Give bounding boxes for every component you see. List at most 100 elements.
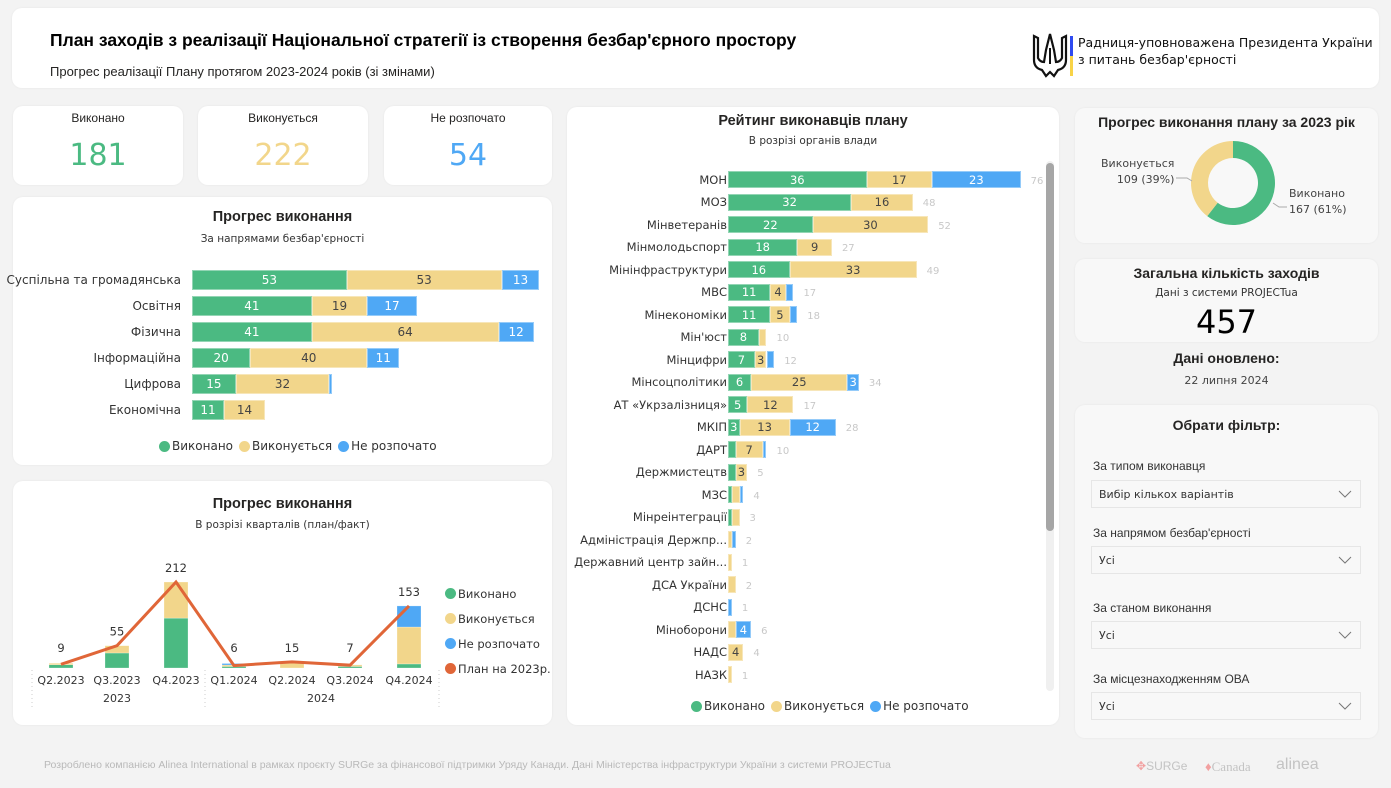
segment-done[interactable] bbox=[728, 486, 732, 503]
segment-in-progress[interactable] bbox=[728, 666, 732, 683]
location-select[interactable]: Усі bbox=[1091, 692, 1361, 720]
segment-in-progress[interactable]: 5 bbox=[770, 306, 790, 323]
segment-not-started[interactable]: 17 bbox=[367, 296, 417, 316]
legend-label: Виконується bbox=[252, 439, 333, 453]
segment-in-progress[interactable]: 25 bbox=[751, 373, 848, 391]
status-select[interactable]: Усі bbox=[1091, 621, 1361, 649]
segment-in-progress[interactable] bbox=[163, 581, 189, 619]
segment-done[interactable]: 36 bbox=[728, 171, 867, 188]
filter-panel: Обрати фільтр: За типом виконавця Вибір … bbox=[1075, 405, 1378, 738]
slice-value: 109 (39%) bbox=[1116, 173, 1175, 186]
x-group-label: 2024 bbox=[307, 692, 335, 705]
legend-item-not-started[interactable]: Не розпочато bbox=[445, 631, 551, 656]
legend-item-plan[interactable]: План на 2023р. bbox=[445, 656, 551, 681]
segment-done[interactable]: 22 bbox=[728, 216, 813, 233]
segment-done[interactable]: 15 bbox=[192, 374, 236, 394]
segment-done[interactable]: 11 bbox=[192, 400, 225, 420]
flag-blue-stripe bbox=[1070, 36, 1073, 56]
legend-item-done[interactable]: Виконано bbox=[159, 439, 233, 453]
segment-done[interactable] bbox=[104, 652, 130, 669]
segment-in-progress[interactable] bbox=[731, 508, 740, 526]
segment-in-progress[interactable]: 12 bbox=[747, 396, 794, 413]
segment-not-started[interactable]: 12 bbox=[498, 322, 534, 342]
legend-dot bbox=[159, 440, 170, 452]
segment-done[interactable]: 11 bbox=[728, 306, 771, 323]
segment-in-progress[interactable]: 19 bbox=[311, 296, 368, 316]
segment-in-progress[interactable]: 64 bbox=[311, 322, 499, 342]
segment-not-started[interactable]: 4 bbox=[735, 621, 752, 638]
direction-select[interactable]: Усі bbox=[1091, 546, 1361, 574]
segment-not-started[interactable] bbox=[329, 374, 333, 394]
segment-in-progress[interactable] bbox=[758, 328, 767, 346]
segment-not-started[interactable]: 3 bbox=[847, 373, 859, 391]
segment-in-progress[interactable]: 13 bbox=[739, 418, 790, 436]
segment-in-progress[interactable]: 3 bbox=[735, 463, 748, 481]
segment-done[interactable]: 18 bbox=[728, 238, 798, 256]
segment-done[interactable]: 41 bbox=[192, 296, 312, 316]
legend-item-in-progress[interactable]: Виконується bbox=[445, 606, 551, 631]
bar-category-label: Мінцифри bbox=[666, 352, 727, 367]
segment-not-started[interactable]: 12 bbox=[789, 418, 836, 436]
executor-type-select[interactable]: Вибір кількох варіантів bbox=[1091, 480, 1361, 508]
legend-item-not-started[interactable]: Не розпочато bbox=[870, 699, 969, 713]
segment-in-progress[interactable]: 17 bbox=[866, 171, 933, 188]
scrollbar-thumb[interactable] bbox=[1046, 163, 1054, 531]
segment-done[interactable] bbox=[163, 617, 189, 669]
segment-in-progress[interactable]: 30 bbox=[812, 216, 929, 233]
segment-not-started[interactable] bbox=[766, 351, 775, 368]
segment-done[interactable] bbox=[48, 664, 74, 669]
segment-not-started[interactable]: 11 bbox=[367, 348, 400, 368]
segment-not-started[interactable] bbox=[789, 306, 798, 323]
segment-not-started[interactable] bbox=[739, 486, 744, 503]
segment-done[interactable]: 5 bbox=[728, 396, 748, 413]
segment-in-progress[interactable] bbox=[728, 576, 736, 593]
segment-done[interactable]: 8 bbox=[728, 328, 759, 346]
segment-in-progress[interactable]: 9 bbox=[797, 238, 832, 256]
segment-done[interactable] bbox=[728, 508, 732, 526]
segment-not-started[interactable] bbox=[785, 283, 794, 301]
donut-slice-in-progress[interactable] bbox=[1191, 141, 1233, 217]
segment-done[interactable]: 7 bbox=[728, 351, 755, 368]
segment-not-started[interactable] bbox=[762, 441, 767, 458]
bar-category-label: Фізична bbox=[130, 325, 181, 339]
segment-done[interactable] bbox=[728, 463, 736, 481]
legend-item-in-progress[interactable]: Виконується bbox=[239, 439, 332, 453]
segment-not-started[interactable] bbox=[731, 531, 736, 548]
segment-in-progress[interactable] bbox=[731, 486, 740, 503]
legend-item-done[interactable]: Виконано bbox=[691, 699, 765, 713]
segment-done[interactable]: 16 bbox=[728, 261, 790, 278]
segment-in-progress[interactable] bbox=[728, 621, 736, 638]
segment-in-progress[interactable]: 53 bbox=[346, 270, 502, 290]
segment-not-started[interactable] bbox=[728, 598, 732, 616]
segment-in-progress[interactable]: 3 bbox=[754, 351, 767, 368]
segment-in-progress[interactable] bbox=[728, 531, 732, 548]
legend-item-not-started[interactable]: Не розпочато bbox=[338, 439, 437, 453]
legend-item-done[interactable]: Виконано bbox=[445, 581, 551, 606]
segment-in-progress[interactable]: 4 bbox=[770, 283, 786, 301]
segment-in-progress[interactable]: 40 bbox=[250, 348, 368, 368]
segment-in-progress[interactable]: 4 bbox=[728, 643, 744, 661]
bar-total-label: 5 bbox=[757, 468, 764, 479]
segment-done[interactable]: 3 bbox=[728, 418, 740, 436]
segment-not-started[interactable]: 13 bbox=[501, 270, 540, 290]
segment-done[interactable]: 32 bbox=[728, 193, 852, 211]
segment-done[interactable]: 41 bbox=[192, 322, 312, 342]
segment-done[interactable]: 6 bbox=[728, 373, 752, 391]
segment-done[interactable] bbox=[396, 663, 422, 669]
segment-in-progress[interactable]: 33 bbox=[789, 261, 917, 278]
donut-slice-done[interactable] bbox=[1207, 141, 1275, 225]
segment-done[interactable] bbox=[728, 441, 736, 458]
segment-done[interactable]: 11 bbox=[728, 283, 771, 301]
segment-in-progress[interactable] bbox=[396, 626, 422, 665]
org-name-line-1: Радниця-уповноважена Президента України bbox=[1078, 35, 1373, 50]
segment-not-started[interactable]: 23 bbox=[932, 171, 1021, 188]
segment-in-progress[interactable] bbox=[728, 553, 732, 571]
legend-item-in-progress[interactable]: Виконується bbox=[771, 699, 864, 713]
segment-done[interactable]: 53 bbox=[192, 270, 347, 290]
segment-in-progress[interactable]: 16 bbox=[851, 193, 913, 211]
segment-in-progress[interactable]: 32 bbox=[235, 374, 330, 394]
segment-in-progress[interactable]: 14 bbox=[224, 400, 265, 420]
segment-in-progress[interactable]: 7 bbox=[735, 441, 763, 458]
segment-done[interactable]: 20 bbox=[192, 348, 251, 368]
executor-scrollbar[interactable] bbox=[1046, 161, 1054, 691]
